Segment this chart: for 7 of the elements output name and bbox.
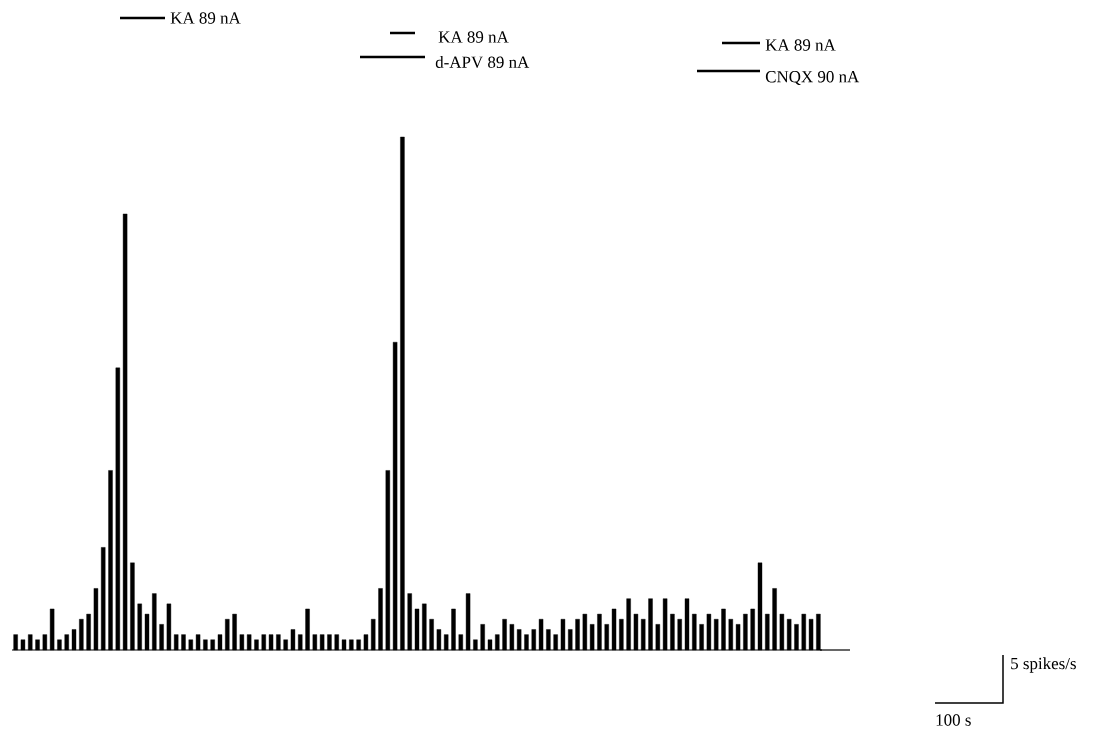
text: 5 spikes/s (1011, 657, 1076, 673)
text: KA 89 nA (765, 39, 836, 51)
text: 100 s (936, 714, 971, 726)
text: d-APV 89 nA (435, 56, 530, 68)
text: CNQX 90 nA (765, 70, 860, 86)
text: KA 89 nA (438, 31, 509, 43)
text: KA 89 nA (170, 12, 241, 24)
